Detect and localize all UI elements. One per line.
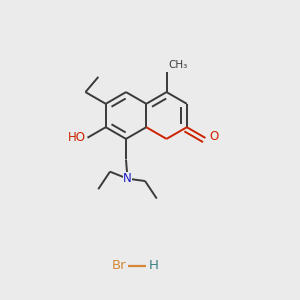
Text: HO: HO <box>68 131 86 144</box>
Text: N: N <box>123 172 132 185</box>
Text: H: H <box>148 259 158 272</box>
Text: O: O <box>209 130 219 143</box>
Text: Br: Br <box>111 259 126 272</box>
Text: CH₃: CH₃ <box>168 60 187 70</box>
